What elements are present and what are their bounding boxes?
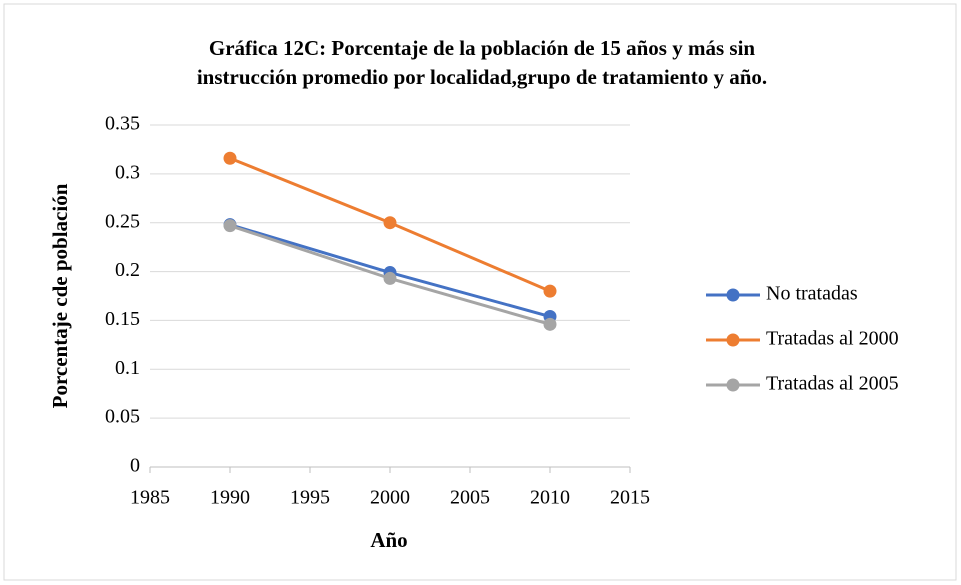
data-point (223, 151, 237, 165)
legend-label: Tratadas al 2000 (766, 328, 899, 350)
y-tick-label: 0.2 (115, 259, 140, 281)
x-tick-label: 2010 (530, 487, 570, 509)
y-tick-label: 0.35 (105, 113, 140, 135)
y-axis-label: Porcentaje cde población (48, 183, 72, 408)
chart-title: instrucción promedio por localidad,grupo… (197, 65, 767, 89)
legend-marker (726, 288, 740, 302)
data-point (223, 219, 237, 233)
chart-title: Gráfica 12C: Porcentaje de la población … (209, 36, 755, 60)
legend-marker (726, 333, 740, 347)
y-tick-label: 0.1 (115, 357, 140, 379)
y-tick-label: 0.05 (105, 406, 140, 428)
x-tick-label: 1990 (210, 487, 250, 509)
legend-marker (726, 378, 740, 392)
x-axis-label: Año (370, 528, 407, 552)
x-tick-label: 1995 (290, 487, 330, 509)
y-tick-label: 0.3 (115, 161, 140, 183)
x-tick-label: 2015 (610, 487, 650, 509)
x-tick-label: 1985 (130, 487, 170, 509)
legend-label: Tratadas al 2005 (766, 373, 899, 395)
y-tick-label: 0 (130, 455, 140, 477)
data-point (383, 216, 397, 230)
data-point (543, 317, 557, 331)
legend-label: No tratadas (766, 283, 858, 305)
data-point (543, 284, 557, 298)
data-point (383, 271, 397, 285)
y-tick-label: 0.15 (105, 308, 140, 330)
chart-border (3, 3, 957, 581)
y-tick-label: 0.25 (105, 210, 140, 232)
x-tick-label: 2005 (450, 487, 490, 509)
x-tick-label: 2000 (370, 487, 410, 509)
